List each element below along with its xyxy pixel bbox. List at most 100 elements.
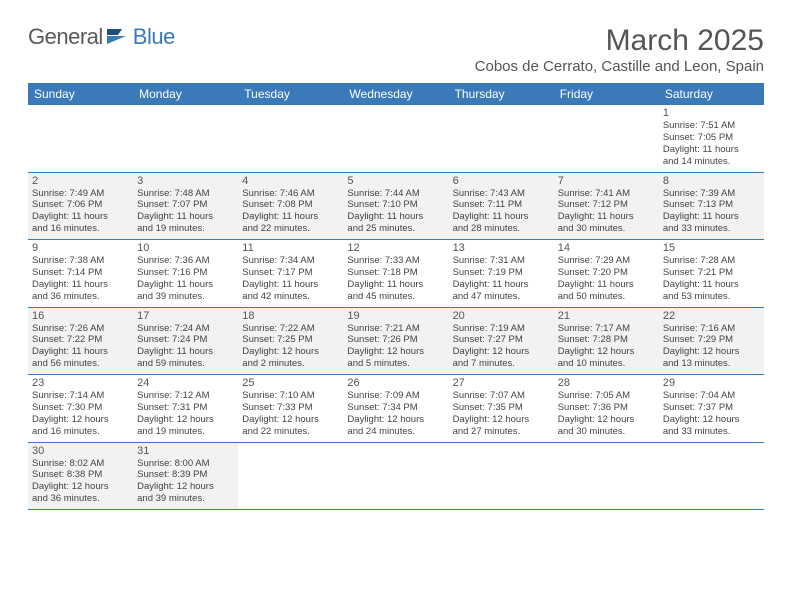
daylight-text: Daylight: 11 hours [453,279,550,291]
sunrise-text: Sunrise: 7:51 AM [663,120,760,132]
week-row: 16Sunrise: 7:26 AMSunset: 7:22 PMDayligh… [28,308,764,376]
daylight-text: and 59 minutes. [137,358,234,370]
daylight-text: Daylight: 12 hours [242,346,339,358]
day-number: 29 [663,377,760,389]
week-row: 9Sunrise: 7:38 AMSunset: 7:14 PMDaylight… [28,240,764,308]
sunset-text: Sunset: 7:27 PM [453,334,550,346]
sunset-text: Sunset: 7:19 PM [453,267,550,279]
day-number: 15 [663,242,760,254]
daylight-text: Daylight: 12 hours [32,414,129,426]
sunrise-text: Sunrise: 7:31 AM [453,255,550,267]
sunrise-text: Sunrise: 7:49 AM [32,188,129,200]
logo-flag-icon [106,27,130,47]
sunset-text: Sunset: 8:38 PM [32,469,129,481]
sunset-text: Sunset: 7:29 PM [663,334,760,346]
day-cell: 11Sunrise: 7:34 AMSunset: 7:17 PMDayligh… [238,240,343,307]
daylight-text: Daylight: 12 hours [558,346,655,358]
day-number: 18 [242,310,339,322]
month-title: March 2025 [606,24,764,58]
sunset-text: Sunset: 7:35 PM [453,402,550,414]
daylight-text: Daylight: 11 hours [242,279,339,291]
calendar-page: General Blue March 2025 Cobos de Cerrato… [0,0,792,520]
sunrise-text: Sunrise: 8:00 AM [137,458,234,470]
daylight-text: Daylight: 11 hours [558,211,655,223]
day-header-cell: Saturday [659,83,764,105]
daylight-text: Daylight: 11 hours [137,346,234,358]
sunrise-text: Sunrise: 7:04 AM [663,390,760,402]
daylight-text: and 27 minutes. [453,426,550,438]
daylight-text: and 19 minutes. [137,426,234,438]
day-cell: 7Sunrise: 7:41 AMSunset: 7:12 PMDaylight… [554,173,659,240]
daylight-text: and 14 minutes. [663,156,760,168]
day-cell: 14Sunrise: 7:29 AMSunset: 7:20 PMDayligh… [554,240,659,307]
sunset-text: Sunset: 7:34 PM [347,402,444,414]
location-text: Cobos de Cerrato, Castille and Leon, Spa… [28,58,764,75]
daylight-text: and 16 minutes. [32,426,129,438]
sunrise-text: Sunrise: 7:34 AM [242,255,339,267]
sunrise-text: Sunrise: 7:41 AM [558,188,655,200]
daylight-text: Daylight: 11 hours [663,144,760,156]
daylight-text: and 22 minutes. [242,223,339,235]
sunrise-text: Sunrise: 7:48 AM [137,188,234,200]
daylight-text: and 33 minutes. [663,426,760,438]
sunset-text: Sunset: 7:21 PM [663,267,760,279]
day-number: 7 [558,175,655,187]
calendar-grid: Sunday Monday Tuesday Wednesday Thursday… [28,83,764,510]
day-cell [133,105,238,172]
sunset-text: Sunset: 7:26 PM [347,334,444,346]
sunrise-text: Sunrise: 7:10 AM [242,390,339,402]
sunset-text: Sunset: 7:24 PM [137,334,234,346]
sunset-text: Sunset: 7:13 PM [663,199,760,211]
day-cell: 5Sunrise: 7:44 AMSunset: 7:10 PMDaylight… [343,173,448,240]
sunrise-text: Sunrise: 7:22 AM [242,323,339,335]
sunset-text: Sunset: 7:10 PM [347,199,444,211]
daylight-text: Daylight: 12 hours [137,414,234,426]
daylight-text: Daylight: 12 hours [32,481,129,493]
day-cell: 1Sunrise: 7:51 AMSunset: 7:05 PMDaylight… [659,105,764,172]
daylight-text: and 56 minutes. [32,358,129,370]
sunrise-text: Sunrise: 7:12 AM [137,390,234,402]
daylight-text: and 50 minutes. [558,291,655,303]
sunrise-text: Sunrise: 7:26 AM [32,323,129,335]
sunrise-text: Sunrise: 7:38 AM [32,255,129,267]
daylight-text: and 42 minutes. [242,291,339,303]
sunrise-text: Sunrise: 7:43 AM [453,188,550,200]
day-header-row: Sunday Monday Tuesday Wednesday Thursday… [28,83,764,105]
sunrise-text: Sunrise: 7:16 AM [663,323,760,335]
daylight-text: and 7 minutes. [453,358,550,370]
week-row: 2Sunrise: 7:49 AMSunset: 7:06 PMDaylight… [28,173,764,241]
daylight-text: and 36 minutes. [32,291,129,303]
day-header-cell: Sunday [28,83,133,105]
sunrise-text: Sunrise: 7:36 AM [137,255,234,267]
day-cell [554,443,659,510]
daylight-text: Daylight: 12 hours [347,414,444,426]
day-cell: 17Sunrise: 7:24 AMSunset: 7:24 PMDayligh… [133,308,238,375]
day-cell [238,443,343,510]
day-number: 2 [32,175,129,187]
sunrise-text: Sunrise: 8:02 AM [32,458,129,470]
daylight-text: Daylight: 11 hours [32,211,129,223]
day-cell: 13Sunrise: 7:31 AMSunset: 7:19 PMDayligh… [449,240,554,307]
sunrise-text: Sunrise: 7:14 AM [32,390,129,402]
sunrise-text: Sunrise: 7:33 AM [347,255,444,267]
daylight-text: Daylight: 11 hours [663,279,760,291]
daylight-text: Daylight: 12 hours [453,346,550,358]
daylight-text: and 13 minutes. [663,358,760,370]
daylight-text: Daylight: 12 hours [347,346,444,358]
daylight-text: and 10 minutes. [558,358,655,370]
logo: General Blue [28,24,175,50]
sunset-text: Sunset: 7:12 PM [558,199,655,211]
daylight-text: Daylight: 11 hours [137,279,234,291]
sunrise-text: Sunrise: 7:44 AM [347,188,444,200]
daylight-text: and 39 minutes. [137,493,234,505]
sunset-text: Sunset: 7:22 PM [32,334,129,346]
day-cell [28,105,133,172]
daylight-text: Daylight: 11 hours [137,211,234,223]
daylight-text: Daylight: 11 hours [32,346,129,358]
sunrise-text: Sunrise: 7:05 AM [558,390,655,402]
day-cell: 2Sunrise: 7:49 AMSunset: 7:06 PMDaylight… [28,173,133,240]
daylight-text: Daylight: 11 hours [347,211,444,223]
day-number: 17 [137,310,234,322]
sunset-text: Sunset: 7:25 PM [242,334,339,346]
day-cell: 30Sunrise: 8:02 AMSunset: 8:38 PMDayligh… [28,443,133,510]
